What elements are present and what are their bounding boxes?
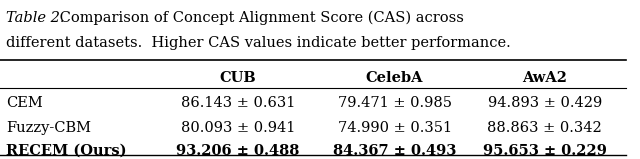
Text: RECEM (Ours): RECEM (Ours) — [6, 144, 127, 158]
Text: 86.143 ± 0.631: 86.143 ± 0.631 — [181, 96, 295, 110]
Text: different datasets.  Higher CAS values indicate better performance.: different datasets. Higher CAS values in… — [6, 36, 511, 50]
Text: 74.990 ± 0.351: 74.990 ± 0.351 — [337, 121, 452, 135]
Text: Table 2.: Table 2. — [6, 11, 65, 25]
Text: Comparison of Concept Alignment Score (CAS) across: Comparison of Concept Alignment Score (C… — [55, 11, 464, 25]
Text: 94.893 ± 0.429: 94.893 ± 0.429 — [488, 96, 602, 110]
Text: CelebA: CelebA — [366, 71, 423, 85]
Text: AwA2: AwA2 — [522, 71, 568, 85]
Text: CEM: CEM — [6, 96, 43, 110]
Text: 95.653 ± 0.229: 95.653 ± 0.229 — [483, 144, 607, 158]
Text: 84.367 ± 0.493: 84.367 ± 0.493 — [333, 144, 456, 158]
Text: 80.093 ± 0.941: 80.093 ± 0.941 — [181, 121, 295, 135]
Text: 93.206 ± 0.488: 93.206 ± 0.488 — [176, 144, 300, 158]
Text: CUB: CUB — [220, 71, 256, 85]
Text: 79.471 ± 0.985: 79.471 ± 0.985 — [337, 96, 452, 110]
Text: 88.863 ± 0.342: 88.863 ± 0.342 — [488, 121, 602, 135]
Text: Fuzzy-CBM: Fuzzy-CBM — [6, 121, 92, 135]
